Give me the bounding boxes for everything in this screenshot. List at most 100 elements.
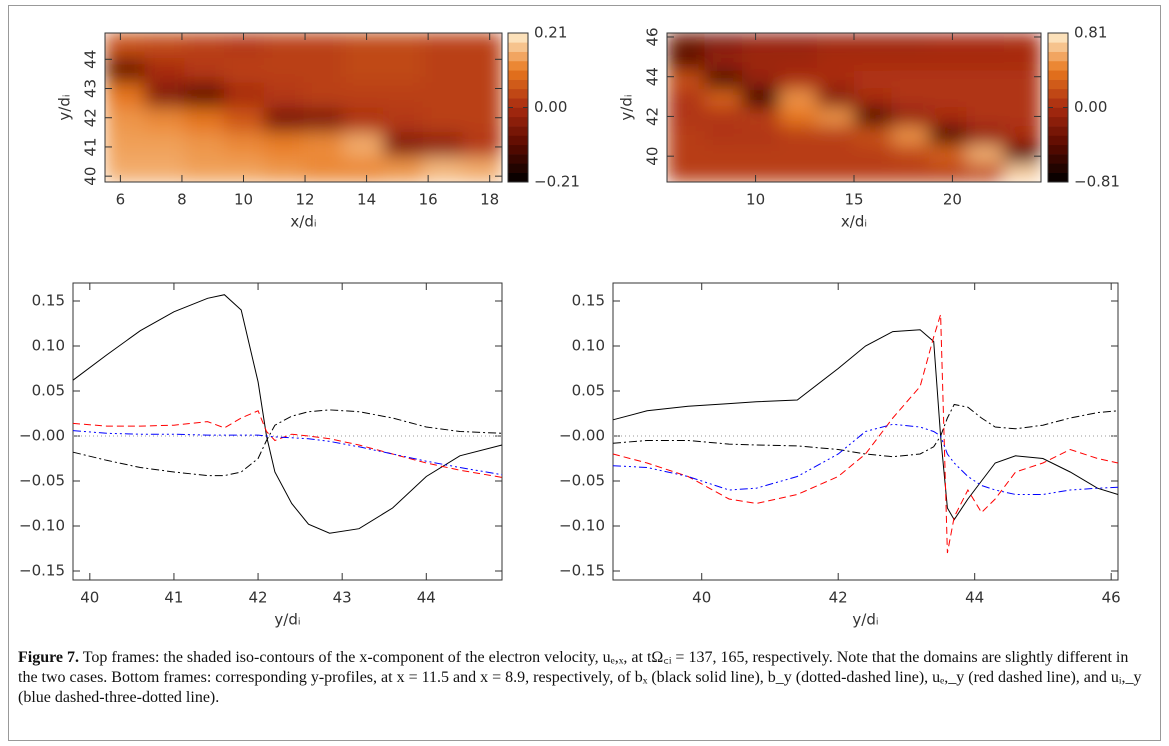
heatmap-cell (966, 51, 1005, 71)
heatmap-cell (263, 132, 304, 158)
heatmap-cell (704, 88, 743, 108)
heatmap-cell (704, 126, 743, 146)
colorbar-label: 0.81 (1074, 24, 1107, 42)
heatmap-cell (891, 144, 930, 164)
heatmap-cell (105, 107, 146, 133)
colorbar-label: 0.00 (534, 98, 567, 116)
heatmap-cell (741, 51, 780, 71)
heatmap-cell (105, 57, 146, 84)
heatmap-cell (144, 157, 185, 182)
heatmap-cell (816, 163, 855, 182)
x-axis-label: y/dᵢ (852, 611, 878, 629)
heatmap-cell (422, 33, 463, 59)
heatmap-cell (1003, 126, 1041, 146)
heatmap-cell (966, 88, 1005, 108)
y-tick-label: 44 (82, 50, 100, 69)
colorbar-step (1048, 79, 1068, 90)
heatmap-cell (816, 33, 855, 53)
heatmap-cell (704, 33, 743, 53)
colorbar-step (1048, 126, 1068, 136)
heatmap-cell (382, 157, 424, 182)
heatmap-cell (741, 126, 780, 146)
caption-label: Figure 7. (18, 649, 80, 666)
caption-text: Top frames: the shaded iso-contours of t… (18, 649, 1142, 706)
colorbar-step (508, 60, 528, 71)
heatmap-cell (224, 132, 265, 158)
heatmap-cell (854, 70, 892, 90)
y-tick-label: 0.05 (572, 382, 605, 400)
heatmap-cell (667, 107, 705, 127)
heatmap-cell (224, 107, 265, 133)
x-axis-label: y/dᵢ (274, 611, 300, 629)
heatmap-cell (667, 88, 705, 108)
heatmap-cell (854, 51, 892, 71)
series-line (72, 294, 503, 534)
colorbar-step (1048, 88, 1068, 99)
colorbar-label: −0.81 (1074, 173, 1120, 191)
figure-frame (8, 5, 1161, 741)
y-tick-label: 0.10 (572, 337, 605, 355)
heatmap-cell (184, 33, 225, 59)
colorbar-step (508, 144, 528, 155)
heatmap-cell (303, 107, 344, 133)
y-tick-label: 0.05 (32, 382, 65, 400)
heatmap-cell (928, 126, 967, 146)
x-tick-label: 12 (295, 191, 314, 209)
x-tick-label: 6 (116, 191, 126, 209)
heatmap (105, 33, 502, 182)
colorbar-step (508, 116, 528, 127)
heatmap-cell (966, 70, 1005, 90)
heatmap-cell (382, 33, 424, 59)
heatmap-cell (928, 107, 967, 127)
colorbar-step (1048, 98, 1068, 108)
colorbar-step (508, 88, 528, 99)
heatmap-cell (1003, 163, 1041, 182)
heatmap-cell (422, 157, 463, 182)
colorbar-step (1048, 116, 1068, 127)
heatmap-cell (382, 132, 424, 158)
colorbar-label: 0.00 (1074, 98, 1107, 116)
heatmap-cell (704, 163, 743, 182)
series-line (612, 403, 1119, 458)
heatmap-cell (303, 82, 344, 108)
heatmap-cell (928, 144, 967, 164)
x-tick-label: 15 (844, 191, 863, 209)
heatmap-cell (854, 163, 892, 182)
heatmap-cell (928, 33, 967, 53)
heatmap-cell (779, 88, 818, 108)
colorbar-step (508, 33, 528, 43)
heatmap-cell (224, 33, 265, 59)
y-tick-label: −0.00 (559, 427, 605, 445)
plot-frame (104, 32, 503, 183)
colorbar-step (508, 42, 528, 52)
x-tick-label: 10 (234, 191, 253, 209)
heatmap-cell (462, 57, 502, 84)
heatmap-cell (105, 132, 146, 158)
x-tick-label: 43 (333, 589, 352, 607)
heatmap-cell (224, 57, 265, 84)
y-axis-label: y/dᵢ (618, 94, 636, 120)
heatmap-cell (224, 82, 265, 108)
heatmap-cell (928, 51, 967, 71)
heatmap-cell (891, 33, 930, 53)
heatmap-cell (741, 107, 780, 127)
heatmap-cell (667, 33, 705, 53)
heatmap-cell (854, 126, 892, 146)
heatmap-cell (303, 57, 344, 84)
heatmap-cell (1003, 144, 1041, 164)
heatmap-cell (303, 132, 344, 158)
heatmap-cell (891, 70, 930, 90)
heatmap-cell (105, 82, 146, 108)
heatmap-cell (667, 144, 705, 164)
heatmap-cell (667, 70, 705, 90)
heatmap-cell (263, 33, 304, 59)
heatmap-cell (422, 107, 463, 133)
x-tick-label: 14 (357, 191, 376, 209)
series-line (612, 423, 1119, 495)
x-tick-label: 16 (419, 191, 438, 209)
heatmap-cell (263, 57, 304, 84)
heatmap-cell (144, 132, 185, 158)
heatmap-cell (779, 33, 818, 53)
colorbar-step (508, 154, 528, 164)
heatmap-cell (263, 157, 304, 182)
